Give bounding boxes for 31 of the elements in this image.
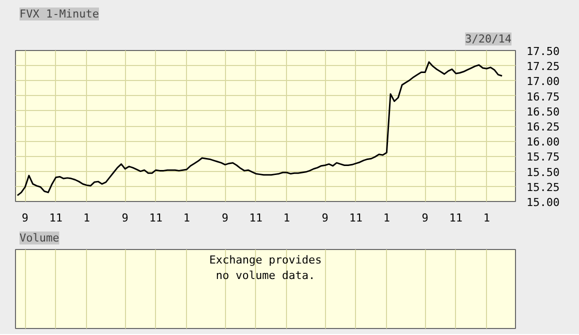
y-tick-label: 16.25 [526, 120, 560, 134]
y-tick-label: 16.00 [526, 136, 560, 149]
x-tick-label: 9 [322, 212, 328, 224]
y-tick-label: 17.00 [526, 75, 560, 88]
x-tick-label: 11 [449, 212, 463, 224]
text: 3/20/14 [465, 32, 512, 46]
x-tick-label: 11 [349, 212, 363, 224]
y-tick-label: 15.50 [526, 166, 560, 179]
text: Exchange provides no volume data. [209, 253, 322, 282]
y-tick-label: 15.00 [526, 196, 560, 209]
x-tick-label: 9 [422, 212, 428, 224]
x-tick-label: 9 [122, 212, 128, 224]
y-tick-label: 17.50 [526, 45, 560, 58]
text: Volume [20, 232, 60, 244]
x-tick-label: 11 [149, 212, 163, 224]
y-tick-label: 15.75 [526, 150, 560, 164]
x-tick-label: 1 [383, 212, 390, 224]
y-tick-label: 17.25 [526, 60, 560, 74]
x-tick-label: 1 [183, 212, 190, 224]
x-tick-label: 1 [83, 212, 90, 224]
x-tick-label: 9 [22, 212, 28, 224]
y-tick-label: 16.75 [526, 90, 560, 104]
y-tick-label: 15.25 [526, 180, 560, 194]
line-series [16, 61, 503, 196]
x-tick-label: 11 [249, 212, 263, 224]
x-tick-label: 1 [483, 212, 490, 224]
x-tick-label: 9 [222, 212, 228, 224]
chart-title: FVX 1-Minute [20, 8, 99, 20]
y-tick-label: 16.50 [526, 105, 560, 118]
x-tick-label: 11 [49, 212, 63, 224]
x-tick-label: 1 [283, 212, 290, 224]
